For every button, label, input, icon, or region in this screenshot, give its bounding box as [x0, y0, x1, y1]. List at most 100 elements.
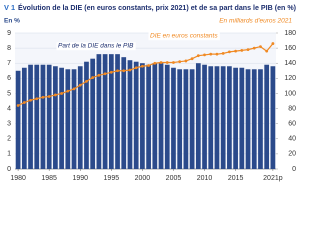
x-tick-label: 2021p — [263, 175, 283, 182]
line-marker — [184, 59, 188, 63]
line-marker — [122, 69, 126, 73]
bar — [102, 54, 108, 169]
bar — [152, 63, 158, 169]
bar — [115, 54, 120, 169]
y-tick-label: 7 — [7, 60, 11, 67]
x-tick-label: 1995 — [104, 175, 120, 182]
bar — [214, 66, 220, 169]
bar — [158, 63, 164, 169]
bar — [90, 58, 96, 169]
bar — [171, 67, 176, 169]
bar — [183, 69, 189, 169]
y-tick-label: 1 — [7, 151, 11, 158]
line-marker — [60, 92, 64, 95]
line-marker — [140, 64, 144, 68]
bar — [233, 67, 238, 169]
line-marker — [159, 61, 163, 64]
legend-bg — [56, 42, 136, 51]
y-tick-label: 9 — [7, 30, 11, 37]
line-marker — [72, 87, 76, 91]
line-marker — [209, 52, 213, 56]
y-tick-label: 0 — [7, 166, 11, 173]
line-marker — [153, 61, 157, 65]
bar — [65, 69, 71, 169]
line-marker — [240, 48, 244, 52]
bar — [15, 70, 21, 169]
y2-tick-label: 40 — [288, 136, 296, 143]
figure-label: V 1 — [4, 3, 15, 12]
line-marker — [190, 57, 194, 61]
line-marker — [22, 101, 26, 104]
line-marker — [234, 49, 238, 53]
bar — [140, 63, 145, 169]
y2-tick-label: 120 — [284, 75, 296, 82]
bar — [127, 60, 133, 170]
bar — [220, 66, 226, 169]
bar — [108, 54, 114, 169]
y2-tick-label: 140 — [284, 60, 296, 67]
x-tick-label: 2000 — [135, 175, 151, 182]
line-marker — [221, 52, 225, 55]
line-marker — [47, 95, 51, 98]
bar — [208, 66, 214, 169]
line-marker — [165, 61, 169, 64]
bar — [245, 69, 251, 169]
y-tick-label: 2 — [7, 136, 11, 143]
bar — [270, 66, 276, 169]
bar — [21, 67, 27, 169]
line-marker — [91, 76, 95, 79]
line-marker — [78, 83, 82, 87]
y-tick-label: 6 — [7, 75, 11, 82]
line-marker — [147, 64, 151, 67]
y-tick-label: 3 — [7, 121, 11, 128]
y-tick-label: 4 — [7, 105, 11, 112]
plot-area — [15, 33, 276, 169]
line-marker — [134, 66, 138, 70]
y2-tick-label: 60 — [288, 121, 296, 128]
line-marker — [41, 95, 45, 99]
y2-axis-label: En milliards d'euros 2021 — [219, 18, 292, 25]
line-marker — [271, 42, 275, 45]
bar — [46, 64, 52, 169]
bar — [251, 69, 257, 169]
line-marker — [259, 45, 262, 48]
bar — [195, 63, 201, 169]
bar — [264, 64, 270, 169]
line-marker — [178, 60, 182, 64]
bar — [53, 66, 58, 169]
x-tick-label: 2010 — [197, 175, 213, 182]
line-marker — [128, 68, 132, 72]
bar — [40, 64, 46, 169]
bar — [71, 69, 77, 169]
y-tick-label: 5 — [7, 90, 11, 97]
bar — [239, 67, 245, 169]
bar — [28, 64, 33, 169]
line-marker — [97, 73, 101, 77]
line-marker — [35, 97, 39, 101]
y-tick-label: 8 — [7, 45, 11, 52]
bar — [121, 57, 127, 169]
bar — [258, 69, 263, 169]
line-marker — [196, 54, 200, 58]
bar — [34, 64, 40, 169]
line-marker — [109, 70, 113, 74]
bar — [177, 69, 183, 169]
y2-tick-label: 160 — [284, 45, 296, 52]
line-marker — [227, 50, 231, 54]
line-marker — [16, 104, 20, 107]
chart: V 1 Évolution de la DIE (en euros consta… — [4, 3, 297, 182]
x-tick-label: 2015 — [228, 175, 244, 182]
bar — [77, 66, 83, 169]
y2-tick-label: 20 — [288, 151, 296, 158]
bar — [146, 64, 151, 169]
x-tick-label: 1985 — [41, 175, 57, 182]
y2-tick-label: 0 — [292, 166, 296, 173]
bar — [59, 67, 64, 169]
x-tick-label: 1990 — [72, 175, 88, 182]
chart-title: Évolution de la DIE (en euros constants,… — [18, 3, 297, 12]
y2-tick-label: 180 — [284, 30, 296, 37]
bar — [202, 64, 207, 169]
line-marker — [116, 69, 119, 73]
line-marker — [172, 61, 175, 64]
line-marker — [215, 52, 219, 56]
